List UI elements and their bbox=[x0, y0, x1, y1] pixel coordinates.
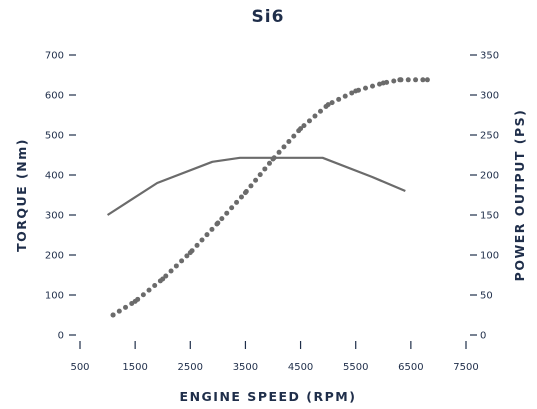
power-curve-dot bbox=[168, 268, 174, 274]
y-right-tick-label: 0 bbox=[480, 331, 486, 342]
x-axis-ticks: 500 1500 2500 3500 4500 5500 6500 7500 bbox=[70, 341, 479, 373]
y-right-tick-label: 250 bbox=[480, 131, 499, 142]
power-curve-dot bbox=[204, 232, 210, 238]
y-left-tick-label: 500 bbox=[45, 131, 64, 142]
power-curve-dot bbox=[209, 226, 215, 232]
power-curve-dot bbox=[286, 138, 292, 144]
x-tick-label: 1500 bbox=[122, 362, 147, 373]
power-curve-dot bbox=[146, 287, 152, 293]
power-curve-dot bbox=[312, 113, 318, 119]
power-curve-dot bbox=[199, 237, 205, 243]
power-curve-dot bbox=[123, 304, 129, 310]
power-curve-dot bbox=[291, 133, 297, 139]
power-curve-dot bbox=[370, 83, 376, 89]
power-data-point bbox=[397, 77, 403, 83]
power-curve-dot bbox=[234, 199, 240, 205]
y-right-tick-label: 150 bbox=[480, 211, 499, 222]
power-curve-dot bbox=[329, 100, 335, 106]
power-curve-dot bbox=[257, 172, 263, 178]
power-curve-dot bbox=[306, 118, 312, 124]
power-data-point bbox=[325, 102, 331, 108]
power-curve-dot bbox=[248, 183, 254, 189]
power-curve-dot bbox=[349, 90, 355, 96]
y-left-tick-label: 600 bbox=[45, 91, 64, 102]
power-curve-dot bbox=[224, 210, 230, 216]
x-tick-label: 2500 bbox=[178, 362, 203, 373]
power-curve-dot bbox=[276, 149, 282, 155]
y-right-tick-label: 200 bbox=[480, 171, 499, 182]
y-axis-right-title: POWER OUTPUT (PS) bbox=[512, 109, 527, 282]
torque-curve-line bbox=[106, 156, 406, 216]
y-axis-left-ticks: 0 100 200 300 400 500 600 700 bbox=[45, 51, 76, 342]
power-curve-dot bbox=[317, 108, 323, 114]
power-curve-dot bbox=[342, 93, 348, 99]
power-curve-dot bbox=[262, 166, 268, 172]
power-curve-dot bbox=[266, 160, 272, 166]
power-curve-dot bbox=[336, 96, 342, 102]
power-data-point bbox=[270, 156, 276, 162]
y-axis-left-title: TORQUE (Nm) bbox=[14, 138, 29, 252]
power-curve-dot bbox=[219, 216, 225, 222]
y-left-tick-label: 300 bbox=[45, 211, 64, 222]
y-left-tick-label: 200 bbox=[45, 251, 64, 262]
power-data-point bbox=[380, 80, 386, 86]
y-right-tick-label: 50 bbox=[480, 291, 493, 302]
power-curve-dot bbox=[253, 177, 259, 183]
x-tick-label: 6500 bbox=[398, 362, 423, 373]
power-curve-dot bbox=[377, 81, 383, 87]
y-left-tick-label: 400 bbox=[45, 171, 64, 182]
power-curve-dot bbox=[179, 258, 185, 264]
y-right-tick-label: 100 bbox=[480, 251, 499, 262]
power-curve-dot bbox=[194, 242, 200, 248]
power-curve-dot bbox=[363, 85, 369, 91]
power-data-point bbox=[132, 298, 138, 304]
x-tick-label: 4500 bbox=[288, 362, 313, 373]
x-tick-label: 500 bbox=[70, 362, 89, 373]
power-curve-dot bbox=[229, 205, 235, 211]
power-curve-dot bbox=[140, 292, 146, 298]
power-curve-dot bbox=[301, 123, 307, 129]
power-curve-dot bbox=[116, 308, 122, 314]
x-axis-title: ENGINE SPEED (RPM) bbox=[180, 389, 357, 404]
y-right-tick-label: 300 bbox=[480, 91, 499, 102]
plot-series bbox=[106, 77, 430, 318]
y-right-tick-label: 350 bbox=[480, 51, 499, 62]
power-data-point bbox=[215, 220, 221, 226]
power-data-point bbox=[242, 190, 248, 196]
power-curve-dot bbox=[173, 263, 179, 269]
y-left-tick-label: 700 bbox=[45, 51, 64, 62]
power-data-point bbox=[424, 77, 430, 83]
power-curve-dot bbox=[413, 77, 419, 83]
y-axis-right-ticks: 0 50 100 150 200 250 300 350 bbox=[470, 51, 499, 342]
x-tick-label: 5500 bbox=[343, 362, 368, 373]
x-tick-label: 7500 bbox=[453, 362, 478, 373]
power-curve-dot bbox=[420, 77, 426, 83]
power-data-point bbox=[187, 250, 193, 256]
power-data-point bbox=[110, 312, 116, 318]
power-curve-dot bbox=[238, 194, 244, 200]
chart-title: Si6 bbox=[252, 7, 285, 27]
power-curve-dot bbox=[152, 283, 158, 289]
power-curve-dot bbox=[391, 78, 397, 84]
power-data-point bbox=[353, 88, 359, 94]
power-curve-dot bbox=[281, 144, 287, 150]
y-left-tick-label: 0 bbox=[58, 331, 64, 342]
power-curve-dot bbox=[184, 253, 190, 259]
power-curve-dot bbox=[405, 77, 411, 83]
y-left-tick-label: 100 bbox=[45, 291, 64, 302]
x-tick-label: 3500 bbox=[233, 362, 258, 373]
power-data-point bbox=[160, 276, 166, 282]
power-data-point bbox=[298, 126, 304, 132]
